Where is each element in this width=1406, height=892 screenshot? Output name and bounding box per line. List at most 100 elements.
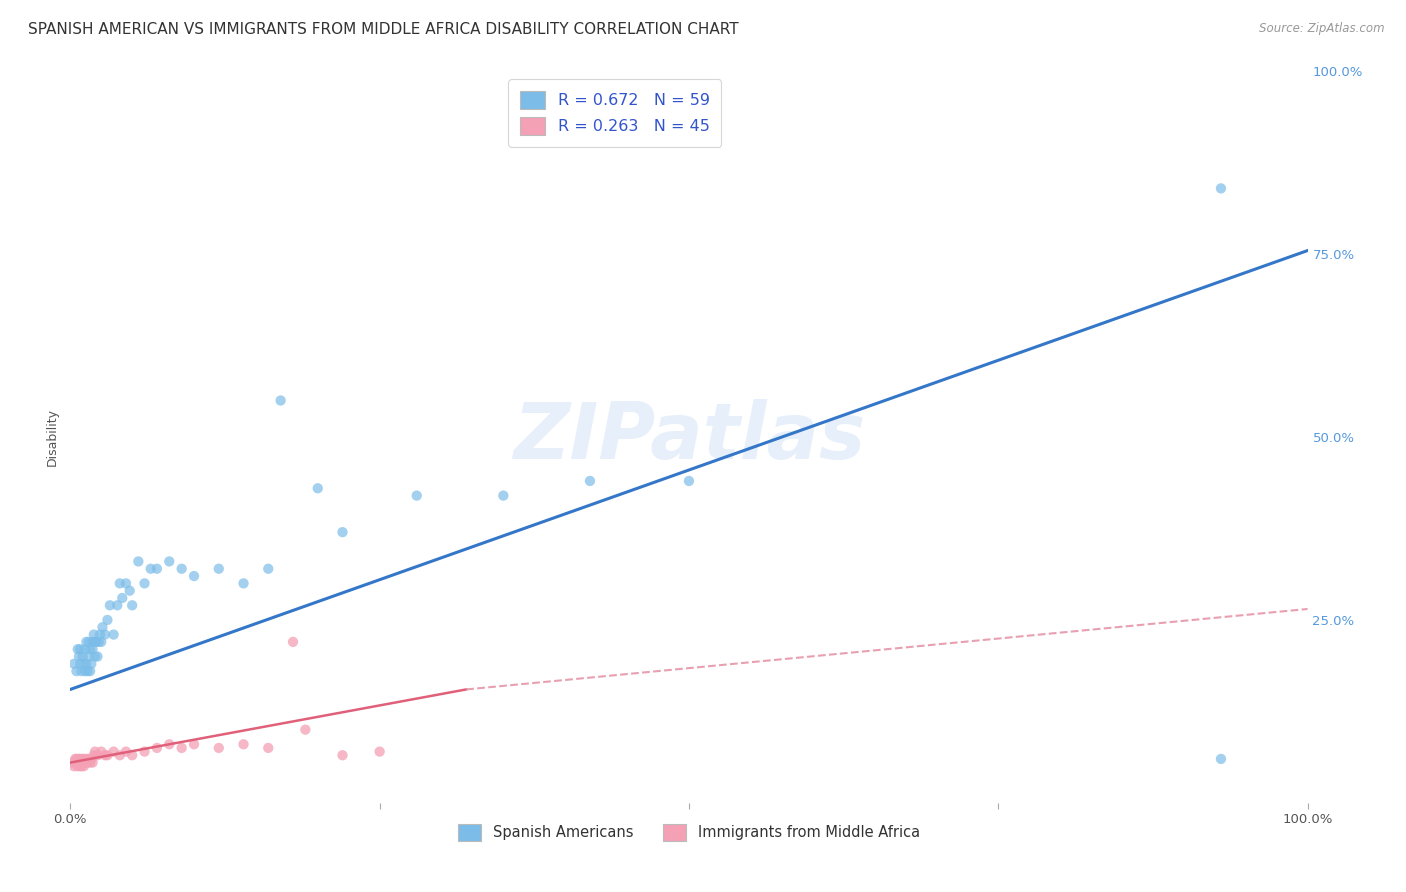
Point — [86, 748, 108, 763]
Point — [65, 756, 87, 770]
Point — [678, 474, 700, 488]
Point — [96, 613, 118, 627]
Point — [75, 664, 97, 678]
Point — [270, 393, 292, 408]
Point — [332, 748, 354, 763]
Point — [134, 576, 156, 591]
Point — [79, 642, 101, 657]
Point — [157, 554, 180, 568]
Point — [63, 759, 86, 773]
Point — [75, 756, 97, 770]
Point — [90, 745, 112, 759]
Point — [96, 748, 118, 763]
Point — [127, 554, 149, 568]
Point — [208, 562, 231, 576]
Point — [257, 562, 280, 576]
Point — [67, 752, 90, 766]
Point — [76, 756, 98, 770]
Point — [69, 759, 91, 773]
Text: Source: ZipAtlas.com: Source: ZipAtlas.com — [1260, 22, 1385, 36]
Point — [80, 752, 103, 766]
Point — [84, 635, 107, 649]
Point — [103, 627, 125, 641]
Point — [170, 740, 193, 755]
Point — [139, 562, 162, 576]
Point — [118, 583, 141, 598]
Point — [91, 620, 114, 634]
Point — [257, 740, 280, 755]
Point — [121, 748, 143, 763]
Point — [183, 737, 205, 751]
Point — [294, 723, 316, 737]
Point — [72, 756, 94, 770]
Point — [65, 664, 87, 678]
Text: ZIPatlas: ZIPatlas — [513, 399, 865, 475]
Point — [72, 752, 94, 766]
Point — [1209, 181, 1232, 195]
Point — [94, 748, 117, 763]
Point — [77, 752, 100, 766]
Point — [579, 474, 602, 488]
Point — [72, 649, 94, 664]
Point — [84, 635, 107, 649]
Point — [73, 752, 96, 766]
Point — [108, 576, 131, 591]
Point — [146, 740, 169, 755]
Point — [62, 756, 84, 770]
Point — [115, 745, 138, 759]
Point — [90, 635, 112, 649]
Point — [115, 576, 138, 591]
Point — [66, 759, 89, 773]
Point — [67, 756, 90, 770]
Point — [69, 752, 91, 766]
Point — [183, 569, 205, 583]
Point — [75, 657, 97, 671]
Point — [105, 599, 128, 613]
Point — [70, 759, 93, 773]
Point — [281, 635, 304, 649]
Point — [76, 664, 98, 678]
Point — [70, 664, 93, 678]
Point — [84, 745, 107, 759]
Legend: Spanish Americans, Immigrants from Middle Africa: Spanish Americans, Immigrants from Middl… — [453, 818, 925, 847]
Point — [307, 481, 329, 495]
Point — [86, 649, 108, 664]
Point — [77, 649, 100, 664]
Point — [87, 635, 110, 649]
Point — [98, 599, 121, 613]
Point — [121, 599, 143, 613]
Point — [94, 627, 117, 641]
Point — [73, 657, 96, 671]
Point — [405, 489, 427, 503]
Point — [232, 737, 254, 751]
Point — [146, 562, 169, 576]
Point — [65, 752, 87, 766]
Point — [332, 525, 354, 540]
Point — [82, 756, 104, 770]
Text: SPANISH AMERICAN VS IMMIGRANTS FROM MIDDLE AFRICA DISABILITY CORRELATION CHART: SPANISH AMERICAN VS IMMIGRANTS FROM MIDD… — [28, 22, 738, 37]
Point — [232, 576, 254, 591]
Point — [108, 748, 131, 763]
Point — [79, 756, 101, 770]
Point — [67, 649, 90, 664]
Point — [208, 740, 231, 755]
Point — [73, 759, 96, 773]
Point — [1209, 752, 1232, 766]
Point — [84, 649, 107, 664]
Point — [80, 657, 103, 671]
Point — [65, 752, 87, 766]
Point — [75, 752, 97, 766]
Point — [83, 748, 105, 763]
Point — [157, 737, 180, 751]
Point — [70, 756, 93, 770]
Point — [103, 745, 125, 759]
Point — [368, 745, 391, 759]
Point — [63, 657, 86, 671]
Point — [66, 642, 89, 657]
Point — [79, 664, 101, 678]
Point — [69, 642, 91, 657]
Y-axis label: Disability: Disability — [46, 408, 59, 467]
Point — [111, 591, 134, 605]
Point — [492, 489, 515, 503]
Point — [69, 657, 91, 671]
